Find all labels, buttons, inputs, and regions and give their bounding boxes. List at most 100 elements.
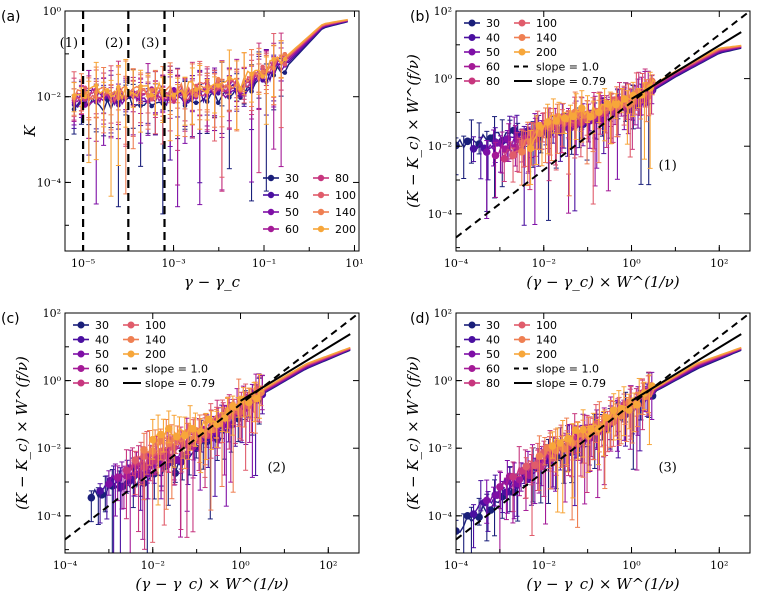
data-point: [578, 104, 586, 113]
data-point: [221, 414, 229, 422]
data-point: [173, 455, 182, 464]
data-point: [515, 475, 524, 484]
legend-entry: slope = 0.79: [145, 377, 215, 390]
reference-line-solid: [240, 333, 351, 402]
panel-b: 10⁻⁴ 10⁻² 10⁰ 10² 10⁻⁴ 10⁻² 10⁰ 10² (γ − γ_c) × …: [404, 5, 751, 291]
legend-entry: 80: [486, 75, 500, 88]
panel-label: (b): [410, 9, 430, 25]
legend-swatch-marker: [77, 336, 85, 343]
data-point: [603, 100, 612, 108]
data-point: [564, 434, 572, 443]
legend-swatch-marker: [468, 336, 476, 343]
data-point: [586, 112, 595, 121]
series-50: [482, 348, 742, 524]
data-point: [87, 493, 96, 502]
x-tick-label: 10⁰: [622, 257, 641, 270]
legend-swatch-marker: [518, 321, 526, 329]
data-point: [560, 114, 569, 123]
legend-swatch-marker: [518, 19, 526, 27]
legend-entry: 40: [486, 334, 500, 347]
y-tick-label: 10⁻⁴: [428, 510, 453, 523]
data-point: [193, 93, 199, 98]
data-point: [482, 148, 491, 156]
series-200: [71, 18, 348, 197]
legend-swatch-marker: [518, 34, 526, 41]
data-point: [237, 395, 245, 404]
data-point: [138, 84, 143, 89]
data-point: [586, 425, 595, 433]
y-tick-label: 10⁻²: [428, 140, 452, 153]
y-tick-label: 10²: [434, 307, 452, 320]
legend-entry: 60: [486, 363, 500, 376]
legend-entry: 80: [95, 377, 109, 390]
x-tick-label: 10⁻¹: [252, 257, 276, 270]
reference-line-solid: [631, 31, 742, 100]
data-point: [249, 71, 254, 77]
data-point: [105, 88, 110, 93]
legend-entry: 30: [486, 17, 500, 30]
data-point: [171, 92, 177, 98]
data-point: [213, 420, 221, 429]
legend-swatch-marker: [468, 379, 476, 387]
data-point: [569, 112, 578, 121]
y-axis-label: (K − K_c) × W^(f/ν): [404, 356, 422, 510]
data-point: [491, 151, 500, 160]
data-point: [535, 122, 543, 130]
y-tick-label: 10⁻²: [428, 442, 452, 455]
legend-entry: slope = 0.79: [536, 75, 606, 88]
data-point: [620, 95, 629, 103]
legend-entry: 140: [536, 334, 557, 347]
y-tick-label: 10²: [434, 5, 452, 18]
data-point: [171, 86, 177, 92]
legend-entry: slope = 1.0: [145, 363, 208, 376]
data-point: [560, 445, 568, 453]
legend-swatch-marker: [317, 174, 325, 182]
legend-swatch-marker: [267, 174, 275, 182]
data-point: [193, 87, 199, 92]
y-tick-label: 10⁰: [43, 375, 62, 388]
data-point: [156, 430, 165, 439]
reference-line-dashed: [65, 313, 359, 541]
data-point: [149, 97, 155, 102]
legend-entry: 100: [145, 319, 166, 332]
data-point: [482, 496, 491, 505]
x-axis-label: γ − γ_c: [184, 273, 241, 291]
data-point: [260, 73, 265, 79]
data-point: [500, 154, 509, 163]
plot-area: [65, 313, 359, 553]
y-tick-label: 10⁻⁴: [428, 208, 453, 221]
data-point: [625, 406, 633, 414]
data-point: [612, 100, 620, 109]
legend-entry: 30: [486, 319, 500, 332]
legend-swatch-marker: [518, 48, 526, 56]
data-point: [282, 61, 288, 67]
legend-swatch-marker: [127, 350, 135, 358]
legend-entry: slope = 1.0: [536, 363, 599, 376]
y-tick-label: 10⁻⁴: [37, 176, 62, 189]
vertical-marker-label: (1): [60, 36, 78, 51]
data-point: [271, 57, 277, 62]
legend-swatch-marker: [317, 208, 325, 216]
data-point: [475, 513, 483, 521]
data-point: [552, 117, 561, 125]
plot-area: [71, 18, 348, 215]
legend-entry: 40: [486, 32, 500, 45]
y-axis-label: (K − K_c) × W^(f/ν): [13, 356, 31, 510]
y-axis-label: K: [21, 125, 39, 138]
data-point: [579, 425, 587, 434]
y-tick-label: 10⁰: [434, 375, 453, 388]
legend: 30 40 50 60 80 100 140 200: [263, 172, 356, 236]
data-point: [215, 83, 221, 88]
legend-swatch-marker: [518, 350, 526, 358]
y-tick-label: 10⁻⁴: [37, 510, 62, 523]
x-axis-label: (γ − γ_c) × W^(1/ν): [526, 273, 679, 291]
data-point: [282, 70, 288, 75]
data-point: [531, 461, 539, 470]
legend-swatch-marker: [468, 19, 476, 27]
data-point: [215, 100, 221, 106]
data-point: [182, 93, 188, 99]
plot-area: [456, 313, 750, 553]
reference-line-dashed: [456, 313, 750, 541]
legend-swatch-marker: [267, 208, 275, 216]
